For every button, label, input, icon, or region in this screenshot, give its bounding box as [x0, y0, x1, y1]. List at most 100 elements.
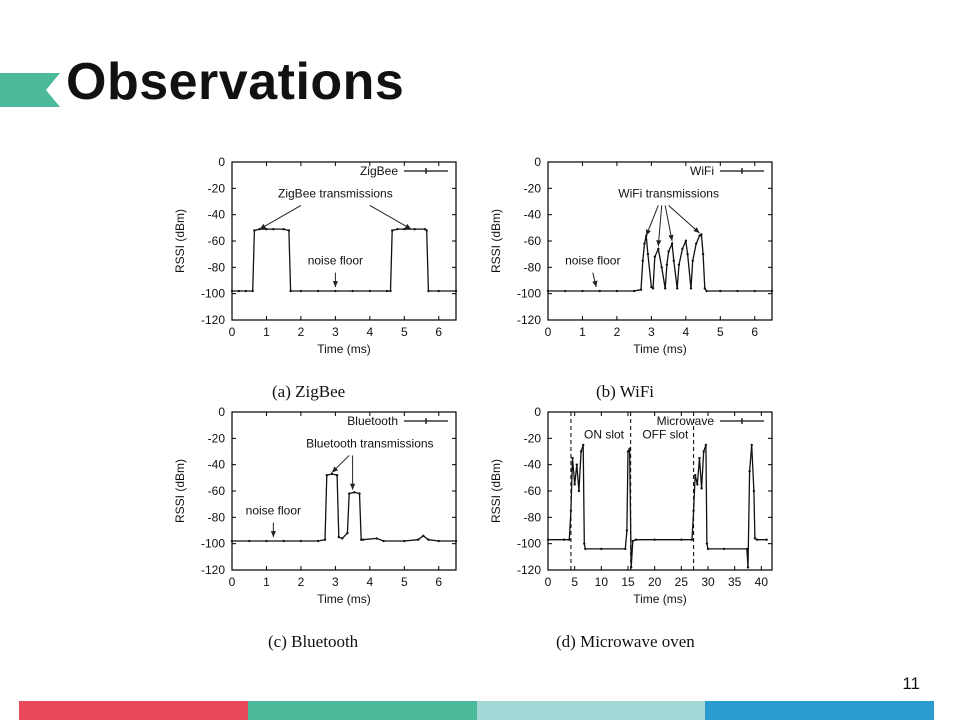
annotation-arrow — [657, 205, 663, 247]
data-point — [646, 252, 650, 256]
data-point — [265, 539, 268, 543]
annotation-arrowhead — [331, 466, 338, 473]
x-tick-label: 4 — [367, 325, 374, 339]
annotation-arrowhead — [332, 281, 338, 288]
y-tick-label: -100 — [201, 537, 225, 551]
slide-title: Observations — [66, 53, 405, 111]
y-axis-label: RSSI (dBm) — [173, 459, 187, 523]
data-point — [653, 255, 657, 258]
data-point — [361, 538, 365, 541]
x-tick-label: 6 — [435, 575, 442, 589]
data-point — [692, 509, 695, 512]
y-tick-label: 0 — [534, 405, 541, 419]
data-point — [382, 539, 385, 543]
annotation-arrowhead — [259, 223, 267, 230]
data-point — [736, 289, 739, 293]
footer-segment-red — [19, 701, 248, 720]
x-axis-label: Time (ms) — [633, 592, 687, 606]
data-point — [582, 443, 585, 447]
annotation-wifi-transmissions: WiFi transmissions — [618, 187, 719, 201]
data-point — [396, 227, 399, 231]
y-tick-label: -40 — [524, 458, 542, 472]
x-axis-label: Time (ms) — [317, 592, 371, 606]
data-point — [722, 547, 726, 551]
legend: Bluetooth — [347, 414, 448, 428]
data-point — [634, 538, 638, 541]
data-point — [323, 538, 327, 541]
annotation-arrowhead — [646, 229, 651, 236]
data-point — [581, 289, 584, 293]
x-tick-label: 25 — [675, 575, 689, 589]
data-point — [770, 289, 774, 293]
data-point — [755, 538, 759, 541]
data-point — [413, 227, 416, 231]
series-line-wifi — [548, 233, 772, 292]
x-tick-label: 1 — [263, 575, 270, 589]
data-point — [626, 450, 630, 453]
data-point — [253, 229, 256, 232]
chart-bluetooth: 0 -20 -40 -60 -80 -100 -120 0 1 2 3 4 5 6 Time (ms) RSS… — [173, 405, 458, 606]
y-tick-label: -20 — [208, 431, 226, 445]
data-point — [600, 547, 603, 551]
data-point — [651, 287, 655, 290]
x-tick-label: 1 — [263, 325, 270, 339]
data-point — [316, 539, 320, 543]
x-tick-label: 0 — [545, 575, 552, 589]
data-point — [347, 492, 351, 495]
y-tick-label: -100 — [517, 287, 541, 301]
data-point — [650, 285, 653, 289]
data-point — [454, 539, 458, 543]
data-point — [272, 227, 275, 231]
data-point — [631, 539, 634, 543]
y-tick-label: -100 — [517, 537, 541, 551]
data-point — [571, 456, 574, 460]
y-tick-label: -80 — [208, 260, 226, 274]
data-point — [454, 289, 458, 293]
annotation-arrowhead — [270, 531, 276, 538]
y-tick-label: -40 — [208, 458, 226, 472]
data-point — [546, 289, 550, 293]
data-point — [325, 474, 328, 477]
data-point — [316, 289, 320, 293]
data-point — [569, 509, 573, 512]
x-axis-label: Time (ms) — [317, 342, 371, 356]
title-accent-arrow — [0, 73, 60, 107]
data-point — [299, 289, 303, 293]
x-tick-label: 30 — [701, 575, 715, 589]
data-point — [753, 537, 757, 540]
y-tick-label: -80 — [524, 260, 542, 274]
data-point — [375, 537, 378, 540]
footer-segment-green — [247, 701, 477, 720]
data-point — [427, 538, 430, 541]
x-tick-label: 5 — [401, 575, 408, 589]
data-point — [689, 287, 693, 290]
data-point — [337, 535, 341, 539]
data-point — [299, 539, 303, 543]
data-point — [244, 289, 247, 293]
y-tick-label: -120 — [517, 313, 541, 327]
data-point — [351, 289, 354, 293]
data-point — [746, 566, 750, 569]
data-point — [660, 266, 663, 269]
data-point — [703, 287, 706, 290]
data-point — [657, 247, 660, 251]
data-point — [230, 289, 234, 293]
chart-wifi: 0 -20 -40 -60 -80 -100 -120 0 1 2 3 4 5 6 Time (ms) RSS… — [489, 155, 774, 356]
data-point — [745, 547, 749, 551]
data-point — [694, 242, 698, 245]
x-tick-label: 2 — [298, 325, 305, 339]
data-point — [705, 542, 709, 545]
data-point — [700, 233, 703, 236]
data-point — [641, 259, 644, 262]
data-point — [425, 229, 428, 232]
annotation-arrowhead — [668, 234, 674, 241]
data-point — [282, 539, 285, 543]
data-point — [700, 487, 703, 490]
x-tick-label: 6 — [751, 325, 758, 339]
annotation-zigbee-transmissions: ZigBee transmissions — [278, 187, 393, 201]
annotation-noise-floor: noise floor — [565, 254, 620, 268]
annotation-noise-floor: noise floor — [246, 504, 301, 518]
title-accent-shape — [0, 73, 60, 107]
data-point — [753, 289, 756, 293]
data-point — [701, 252, 705, 256]
